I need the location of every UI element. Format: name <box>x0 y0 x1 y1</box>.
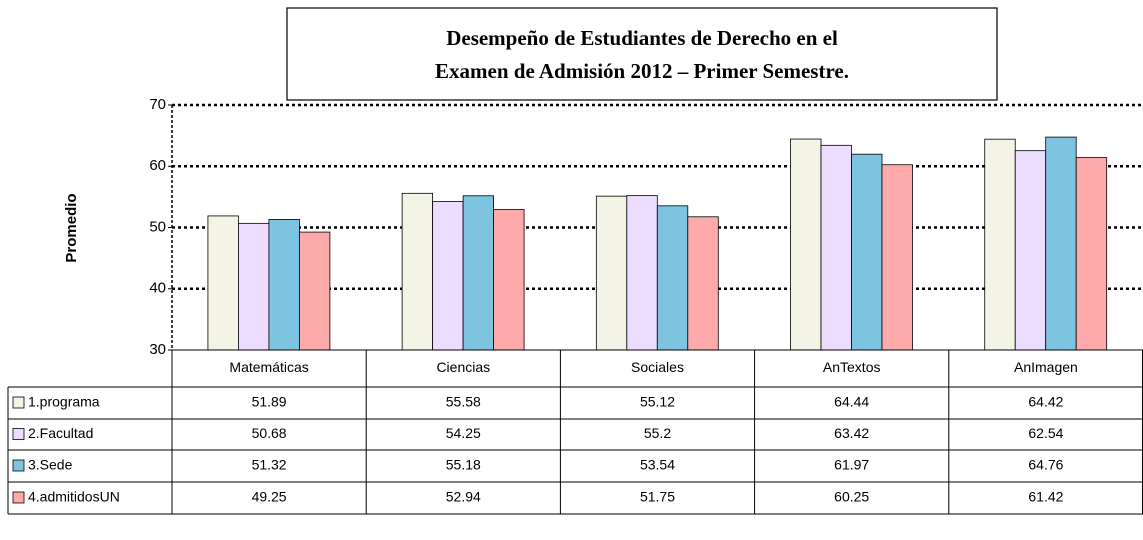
x-tick-label: Ciencias <box>436 359 490 375</box>
bar <box>595 195 628 351</box>
bar <box>401 192 434 351</box>
bar <box>493 209 525 351</box>
bar <box>851 153 883 351</box>
table-value: 64.42 <box>1028 394 1063 410</box>
y-tick-label: 50 <box>149 218 166 235</box>
bar <box>1045 136 1077 351</box>
legend-swatch <box>12 396 25 409</box>
bar <box>432 201 464 351</box>
x-tick-label: AnImagen <box>1014 359 1078 375</box>
chart-title: Desempeño de Estudiantes de Derecho en e… <box>446 26 838 50</box>
table-value: 64.44 <box>834 394 869 410</box>
y-tick-label: 60 <box>149 157 166 174</box>
bar <box>656 205 689 351</box>
legend-label: 4.admitidosUN <box>28 489 120 505</box>
table-value: 55.12 <box>640 394 675 410</box>
table-value: 54.25 <box>446 425 481 441</box>
table-value: 53.54 <box>640 457 675 473</box>
table-value: 51.89 <box>252 394 287 410</box>
bar <box>207 215 239 351</box>
table-value: 55.18 <box>446 457 481 473</box>
y-tick-label: 70 <box>149 96 166 113</box>
bar <box>790 138 822 351</box>
chart-title: Examen de Admisión 2012 – Primer Semestr… <box>435 59 849 83</box>
legend-label: 1.programa <box>28 394 100 410</box>
legend-swatch <box>12 491 25 504</box>
bar <box>238 222 270 351</box>
table-value: 61.97 <box>834 457 869 473</box>
legend-label: 3.Sede <box>28 457 73 473</box>
y-axis-label: Promedio <box>63 193 80 262</box>
bar <box>462 195 494 351</box>
legend-swatch <box>12 428 25 440</box>
x-tick-label: AnTextos <box>823 359 881 375</box>
bar <box>268 219 300 351</box>
legend-label: 2.Facultad <box>28 425 93 441</box>
table-value: 61.42 <box>1028 489 1063 505</box>
legend-swatch <box>12 459 25 472</box>
x-tick-label: Sociales <box>631 359 684 375</box>
bar <box>1014 150 1047 351</box>
bar <box>881 164 913 351</box>
bar <box>820 144 852 351</box>
bar <box>1075 157 1108 351</box>
x-tick-label: Matemáticas <box>229 359 308 375</box>
y-tick-label: 30 <box>149 341 166 358</box>
bar <box>298 231 331 351</box>
table-value: 51.75 <box>640 489 675 505</box>
table-value: 55.2 <box>644 425 671 441</box>
table-value: 50.68 <box>252 425 287 441</box>
table-value: 55.58 <box>446 394 481 410</box>
table-value: 52.94 <box>446 489 481 505</box>
table-value: 49.25 <box>252 489 287 505</box>
title-frame <box>286 7 998 101</box>
table-value: 62.54 <box>1028 425 1063 441</box>
bar <box>626 195 658 351</box>
table-value: 64.76 <box>1028 457 1063 473</box>
table-value: 63.42 <box>834 425 869 441</box>
title-box: Desempeño de Estudiantes de Derecho en e… <box>286 7 998 101</box>
bar <box>984 138 1016 351</box>
y-tick-label: 40 <box>149 280 166 297</box>
bar <box>687 216 719 351</box>
table-value: 60.25 <box>834 489 869 505</box>
table-value: 51.32 <box>252 457 287 473</box>
